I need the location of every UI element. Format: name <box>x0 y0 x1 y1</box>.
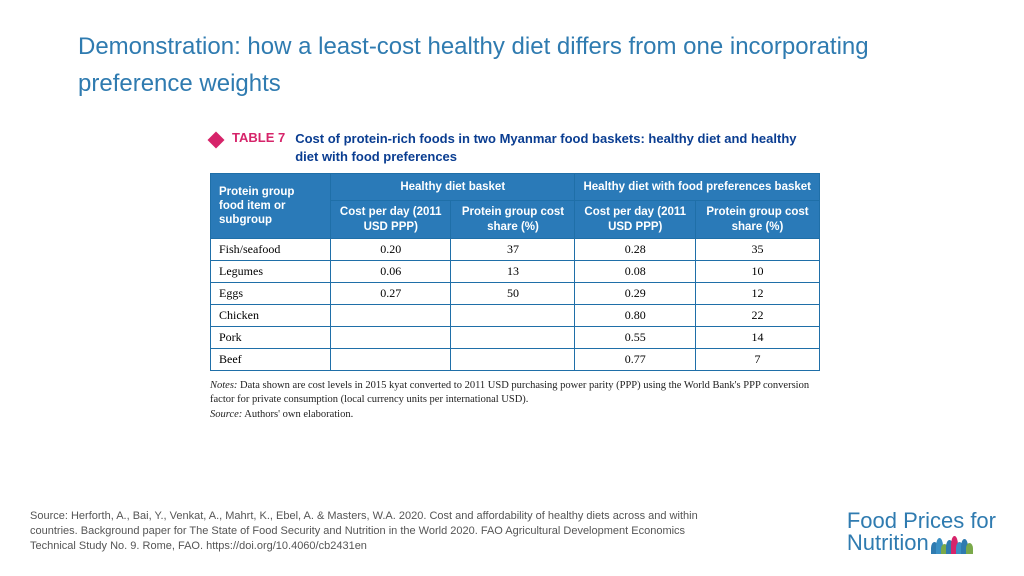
row-name: Beef <box>211 349 331 371</box>
table-row: Pork 0.5514 <box>211 327 820 349</box>
cell: 0.55 <box>575 327 695 349</box>
row-name: Chicken <box>211 305 331 327</box>
row-name: Eggs <box>211 283 331 305</box>
cell <box>451 327 575 349</box>
cell: 13 <box>451 261 575 283</box>
group-header-1: Healthy diet with food preferences baske… <box>575 174 820 201</box>
table-row: Eggs0.27500.2912 <box>211 283 820 305</box>
source-label: Source: <box>210 409 242 420</box>
cell: 0.28 <box>575 239 695 261</box>
table-notes: Notes: Data shown are cost levels in 201… <box>210 379 820 422</box>
cell <box>451 305 575 327</box>
people-icon <box>933 536 973 554</box>
cell: 10 <box>695 261 819 283</box>
table-row: Beef 0.777 <box>211 349 820 371</box>
notes-label: Notes: <box>210 380 237 391</box>
row-header: Protein group food item or subgroup <box>211 174 331 239</box>
cell: 0.80 <box>575 305 695 327</box>
table-row: Fish/seafood0.20370.2835 <box>211 239 820 261</box>
table-body: Fish/seafood0.20370.2835Legumes0.06130.0… <box>211 239 820 371</box>
table-label-row: TABLE 7 Cost of protein-rich foods in tw… <box>210 130 820 165</box>
table-block: TABLE 7 Cost of protein-rich foods in tw… <box>210 130 820 422</box>
notes-text: Data shown are cost levels in 2015 kyat … <box>210 380 809 405</box>
group-header-0: Healthy diet basket <box>331 174 575 201</box>
row-name: Pork <box>211 327 331 349</box>
sub-header-1: Protein group cost share (%) <box>451 201 575 239</box>
sub-header-0: Cost per day (2011 USD PPP) <box>331 201 451 239</box>
cell: 0.27 <box>331 283 451 305</box>
cell: 0.20 <box>331 239 451 261</box>
cell: 22 <box>695 305 819 327</box>
table-caption: Cost of protein-rich foods in two Myanma… <box>295 130 820 165</box>
cell: 0.08 <box>575 261 695 283</box>
protein-cost-table: Protein group food item or subgroup Heal… <box>210 173 820 371</box>
cell: 7 <box>695 349 819 371</box>
cell <box>451 349 575 371</box>
source-text: Authors' own elaboration. <box>242 409 353 420</box>
cell: 37 <box>451 239 575 261</box>
cell: 14 <box>695 327 819 349</box>
cell: 12 <box>695 283 819 305</box>
cell: 0.77 <box>575 349 695 371</box>
table-row: Legumes0.06130.0810 <box>211 261 820 283</box>
cell: 0.29 <box>575 283 695 305</box>
cell: 35 <box>695 239 819 261</box>
table-head: Protein group food item or subgroup Heal… <box>211 174 820 239</box>
logo: Food Prices for Nutrition <box>847 510 996 554</box>
sub-header-2: Cost per day (2011 USD PPP) <box>575 201 695 239</box>
diamond-icon <box>208 132 225 149</box>
logo-line1: Food Prices for <box>847 510 996 532</box>
cell: 50 <box>451 283 575 305</box>
row-name: Legumes <box>211 261 331 283</box>
footer-source: Source: Herforth, A., Bai, Y., Venkat, A… <box>30 509 720 554</box>
cell <box>331 349 451 371</box>
sub-header-3: Protein group cost share (%) <box>695 201 819 239</box>
cell <box>331 305 451 327</box>
table-row: Chicken 0.8022 <box>211 305 820 327</box>
table-number: TABLE 7 <box>232 130 285 145</box>
slide-title: Demonstration: how a least-cost healthy … <box>78 28 946 102</box>
cell: 0.06 <box>331 261 451 283</box>
logo-line2: Nutrition <box>847 532 929 554</box>
cell <box>331 327 451 349</box>
row-name: Fish/seafood <box>211 239 331 261</box>
